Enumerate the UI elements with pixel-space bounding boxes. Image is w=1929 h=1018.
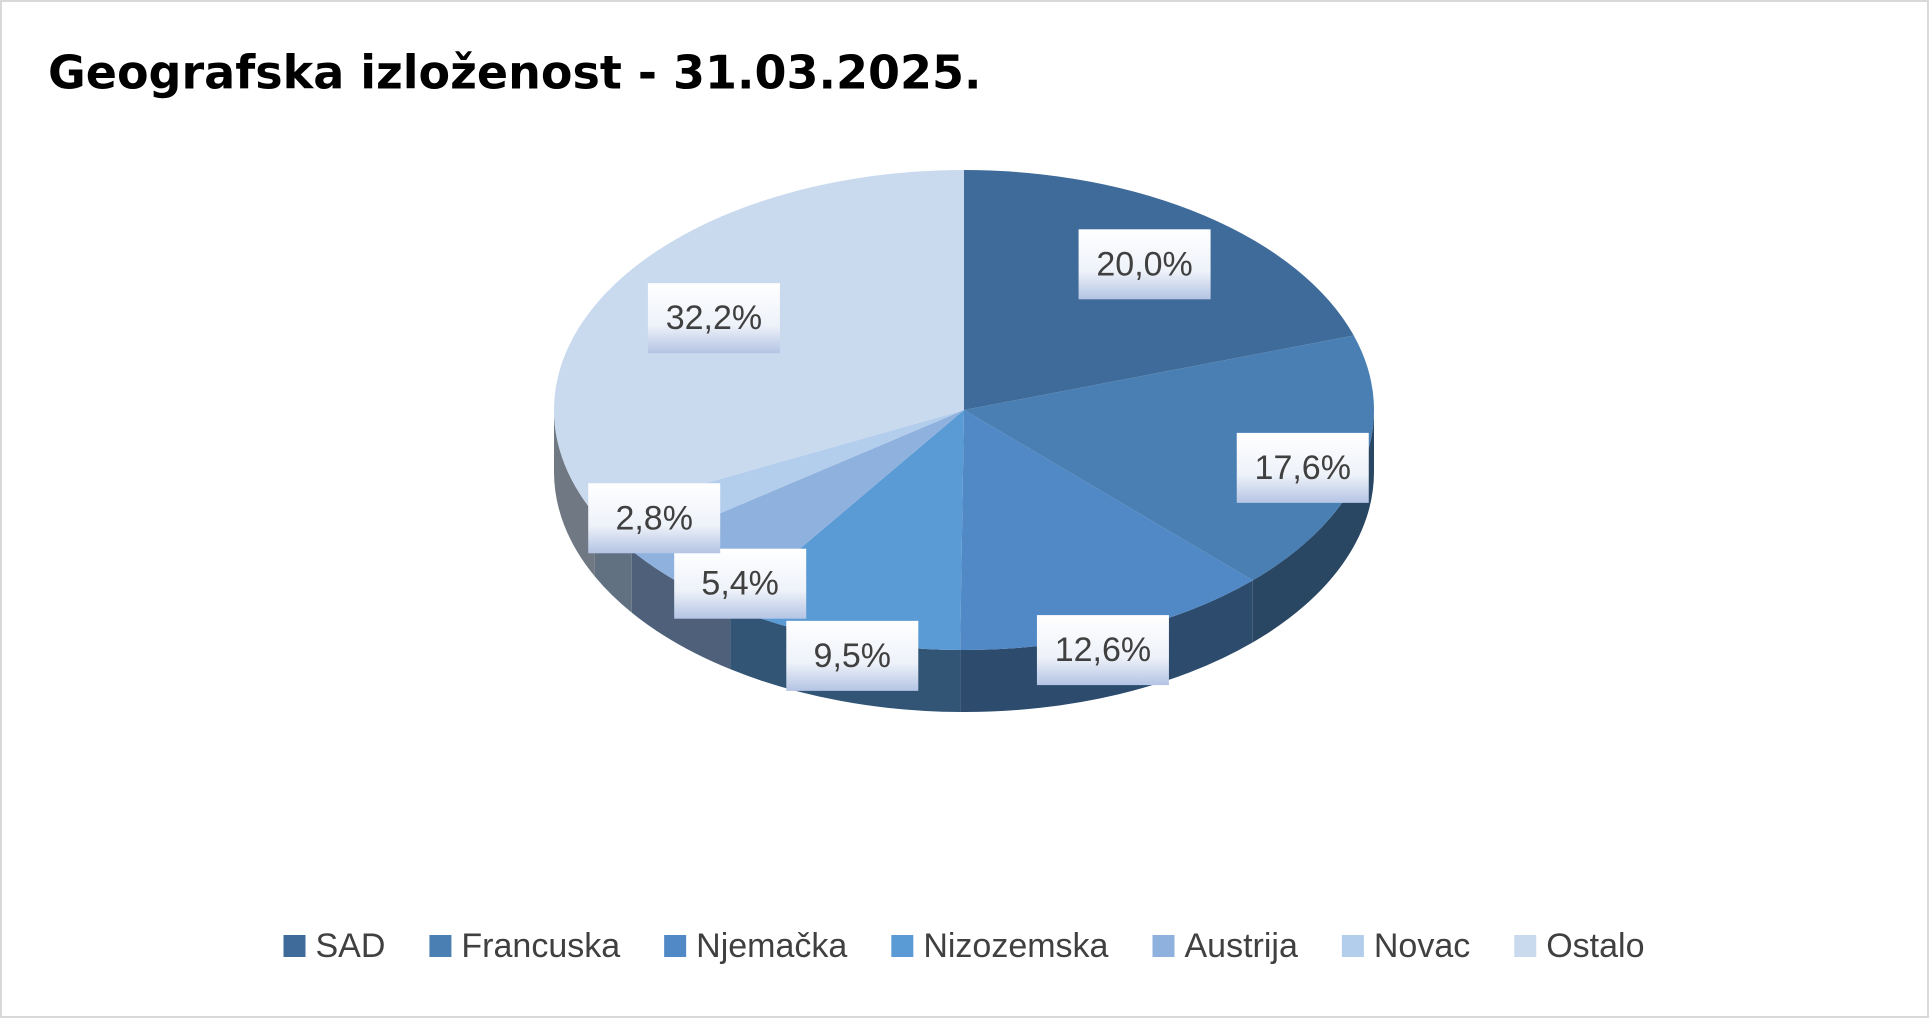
- legend-swatch: [664, 935, 687, 957]
- data-label-box: [1236, 432, 1369, 503]
- data-label: 12,6%: [1055, 631, 1151, 669]
- data-label-box: [674, 548, 807, 619]
- legend-swatch: [1152, 935, 1175, 957]
- slice-side: [554, 410, 595, 577]
- data-label-box: [588, 483, 721, 554]
- data-label: 9,5%: [814, 637, 892, 675]
- legend-swatch: [891, 935, 914, 957]
- data-label-box: [647, 283, 780, 354]
- legend-label: SAD: [315, 927, 385, 965]
- data-label-box: [1036, 615, 1169, 686]
- data-label-box: [1078, 229, 1211, 300]
- legend-label: Austrija: [1184, 927, 1297, 965]
- legend-swatch: [429, 935, 452, 957]
- data-label: 5,4%: [701, 565, 779, 603]
- data-label-box: [786, 620, 919, 691]
- slice-side: [1252, 410, 1374, 643]
- legend-swatch: [1341, 935, 1364, 957]
- data-label: 20,0%: [1096, 245, 1192, 283]
- legend-swatch: [1514, 935, 1537, 957]
- legend-label: Nizozemska: [923, 927, 1108, 965]
- data-label: 2,8%: [615, 499, 693, 537]
- legend-label: Novac: [1374, 927, 1470, 965]
- legend-label: Njemačka: [696, 927, 847, 965]
- slice: [960, 410, 1253, 650]
- legend-label: Ostalo: [1546, 927, 1644, 965]
- data-label: 32,2%: [666, 299, 762, 337]
- slice: [964, 335, 1374, 581]
- legend-swatch: [283, 935, 306, 957]
- data-label: 17,6%: [1255, 449, 1351, 487]
- chart-title: Geografska izloženost - 31.03.2025.: [48, 46, 981, 100]
- legend-label: Francuska: [461, 927, 620, 965]
